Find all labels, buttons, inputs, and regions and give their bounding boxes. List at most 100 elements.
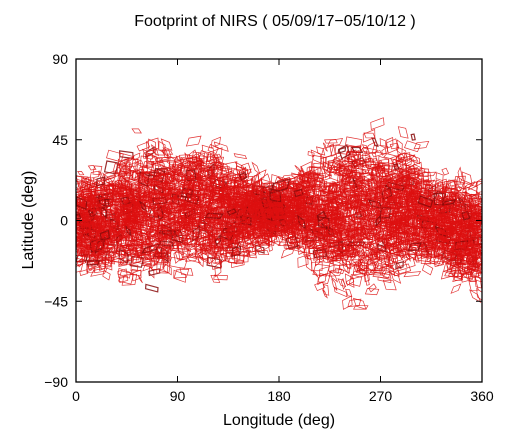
footprint-mark bbox=[328, 182, 341, 194]
footprint-mark bbox=[267, 204, 274, 218]
footprint-mark bbox=[428, 181, 442, 198]
footprint-mark bbox=[261, 189, 277, 203]
y-tick-label: −90 bbox=[44, 374, 68, 390]
footprint-mark bbox=[397, 239, 404, 246]
footprint-mark bbox=[232, 169, 249, 175]
footprint-mark bbox=[318, 234, 330, 240]
footprint-mark bbox=[373, 251, 388, 260]
footprint-mark bbox=[287, 226, 297, 239]
footprint-mark bbox=[126, 232, 135, 246]
footprint-mark bbox=[353, 178, 371, 193]
footprint-mark bbox=[375, 247, 389, 263]
footprint-mark bbox=[352, 178, 358, 189]
footprint-mark bbox=[130, 264, 139, 272]
footprint-mark bbox=[357, 185, 370, 197]
footprint-mark bbox=[185, 256, 199, 262]
footprint-mark bbox=[189, 160, 197, 176]
footprint-mark bbox=[188, 193, 201, 202]
footprint-mark bbox=[146, 228, 159, 240]
footprint-mark bbox=[199, 182, 214, 192]
footprint-mark bbox=[137, 175, 146, 190]
footprint-mark bbox=[187, 180, 200, 193]
footprint-mark bbox=[386, 174, 395, 190]
footprint-mark bbox=[436, 240, 449, 252]
footprint-mark bbox=[296, 183, 309, 195]
footprint-mark bbox=[306, 180, 323, 191]
footprint-mark bbox=[338, 241, 350, 253]
footprint-mark bbox=[346, 169, 354, 177]
footprint-mark bbox=[405, 185, 413, 200]
footprint-mark bbox=[306, 213, 316, 229]
footprint-mark bbox=[338, 163, 348, 177]
footprint-mark bbox=[254, 169, 267, 183]
footprint-mark bbox=[367, 232, 378, 240]
footprint-mark bbox=[342, 295, 353, 310]
footprint-mark bbox=[85, 216, 92, 231]
footprint-mark bbox=[475, 198, 481, 205]
footprint-mark bbox=[372, 177, 380, 188]
footprint-mark bbox=[359, 188, 372, 198]
footprint-mark bbox=[450, 283, 462, 294]
footprint-mark bbox=[373, 190, 390, 200]
footprint-mark bbox=[324, 139, 338, 144]
footprint-mark bbox=[173, 268, 190, 279]
footprint-mark bbox=[145, 146, 155, 159]
footprint-mark bbox=[425, 226, 437, 240]
footprint-mark bbox=[130, 182, 141, 193]
footprint-mark bbox=[306, 248, 319, 260]
footprint-mark bbox=[389, 168, 403, 184]
footprint-mark bbox=[106, 149, 124, 163]
footprint-mark bbox=[151, 251, 166, 261]
footprint-mark bbox=[471, 237, 482, 246]
footprint-mark bbox=[410, 133, 416, 141]
footprint-mark bbox=[344, 157, 355, 169]
footprint-mark bbox=[169, 242, 185, 252]
footprint-mark bbox=[156, 243, 171, 254]
footprint-mark bbox=[182, 217, 196, 226]
footprint-mark bbox=[167, 197, 185, 210]
footprint-mark bbox=[150, 175, 160, 186]
footprint-mark bbox=[328, 220, 337, 231]
footprint-mark bbox=[313, 163, 325, 175]
footprint-mark bbox=[281, 173, 301, 181]
footprint-mark bbox=[400, 248, 407, 255]
footprint-mark bbox=[322, 283, 330, 296]
footprint-mark bbox=[467, 180, 479, 191]
footprint-mark bbox=[308, 226, 322, 236]
footprint-mark bbox=[191, 156, 203, 168]
footprint-mark bbox=[184, 215, 194, 232]
footprint-mark bbox=[116, 161, 131, 176]
footprint-mark bbox=[105, 171, 121, 181]
footprint-mark bbox=[242, 246, 249, 257]
footprint-mark bbox=[178, 216, 191, 232]
footprint-mark bbox=[326, 255, 342, 263]
footprint-mark bbox=[395, 261, 404, 270]
footprint-mark bbox=[300, 188, 310, 200]
footprint-mark bbox=[192, 184, 198, 201]
footprint-mark bbox=[135, 206, 145, 219]
footprint-mark bbox=[373, 235, 388, 250]
footprint-mark bbox=[179, 267, 194, 276]
x-tick-label: 270 bbox=[369, 388, 393, 404]
footprint-mark bbox=[101, 215, 118, 228]
footprint-mark bbox=[360, 146, 379, 154]
footprint-mark bbox=[358, 203, 368, 214]
footprint-mark bbox=[432, 234, 441, 246]
footprint-mark bbox=[90, 267, 108, 277]
footprint-mark bbox=[201, 144, 215, 155]
footprint-mark bbox=[181, 236, 193, 246]
footprint-mark bbox=[466, 203, 481, 216]
footprint-mark bbox=[152, 174, 168, 182]
footprint-mark bbox=[210, 136, 221, 149]
footprint-mark bbox=[468, 216, 478, 233]
footprint-mark bbox=[432, 203, 441, 214]
footprint-mark bbox=[354, 225, 366, 236]
footprint-mark bbox=[360, 236, 374, 248]
footprint-mark bbox=[353, 239, 361, 247]
footprint-mark bbox=[405, 199, 414, 213]
footprint-mark bbox=[117, 268, 128, 279]
footprint-mark bbox=[131, 128, 142, 134]
footprint-mark bbox=[405, 190, 419, 203]
footprint-mark bbox=[192, 193, 205, 203]
footprint-mark bbox=[465, 194, 474, 203]
